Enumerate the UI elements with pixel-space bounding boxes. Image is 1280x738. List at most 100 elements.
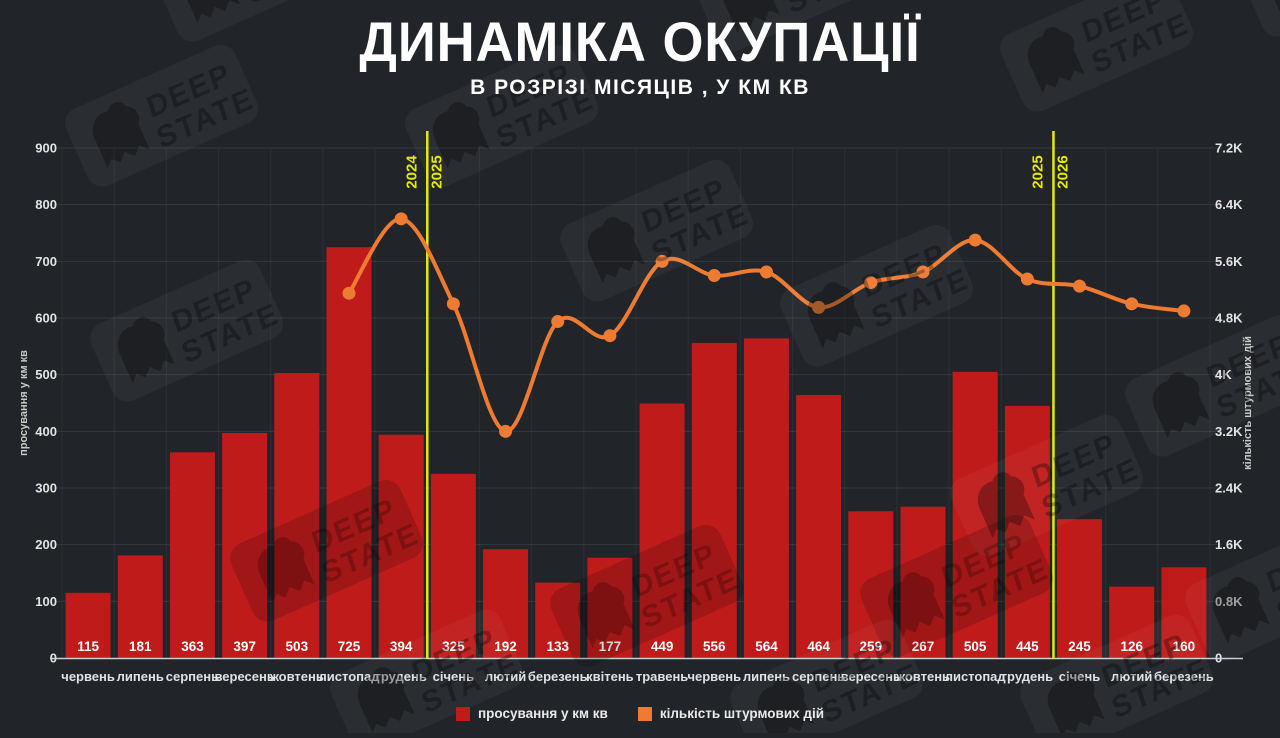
bar-value-label: 503 [286, 639, 309, 654]
bar [222, 433, 268, 658]
right-axis-tick: 5.6K [1215, 254, 1243, 269]
bar [952, 371, 998, 658]
left-axis-tick: 700 [35, 254, 57, 269]
bar-value-label: 556 [703, 639, 726, 654]
left-axis-tick: 400 [35, 424, 57, 439]
bar-value-label: 177 [599, 639, 622, 654]
line-point [394, 212, 408, 226]
month-label: січень [1059, 669, 1100, 684]
line-point [812, 300, 826, 314]
bar [326, 247, 372, 658]
line-point [655, 254, 669, 268]
month-label: вересень [841, 669, 901, 684]
year-label-left: 2024 [403, 155, 420, 189]
bar-value-label: 445 [1016, 639, 1039, 654]
legend-swatch [455, 706, 470, 721]
year-label-right: 2026 [1054, 155, 1071, 188]
month-label: червень [687, 669, 741, 684]
bar-value-label: 192 [494, 639, 517, 654]
right-axis-tick: 2.4K [1215, 481, 1243, 496]
line-point [707, 269, 721, 282]
month-label: березень [1154, 669, 1214, 684]
bar-value-label: 160 [1173, 639, 1196, 654]
line-point [342, 286, 356, 300]
bar-value-label: 725 [338, 639, 361, 654]
right-axis-tick: 3.2K [1215, 424, 1243, 439]
month-label: грудень [375, 669, 426, 684]
bar [848, 511, 894, 658]
bar [117, 555, 163, 658]
line-point [916, 265, 930, 279]
bar-value-label: 267 [912, 639, 935, 654]
left-axis-tick: 300 [35, 481, 57, 496]
month-label: серпень [166, 669, 219, 684]
month-label: червень [61, 669, 115, 684]
bar-value-label: 397 [233, 639, 256, 654]
right-axis-tick: 4K [1215, 367, 1232, 382]
month-label: жовтень [269, 669, 324, 684]
year-label-left: 2025 [1029, 155, 1046, 188]
left-axis-tick: 100 [35, 594, 57, 609]
bar-value-label: 259 [860, 639, 883, 654]
bar [535, 582, 581, 658]
line-point [864, 276, 878, 290]
right-axis-title: кількість штурмових дій [1242, 336, 1254, 470]
line-point [446, 297, 460, 311]
month-label: вересень [214, 669, 274, 684]
bar [1057, 519, 1103, 658]
bar [430, 473, 476, 658]
bar [378, 434, 424, 658]
bar [1161, 567, 1207, 658]
month-label: лютий [485, 669, 526, 684]
legend-swatch [637, 706, 652, 721]
bar-value-label: 505 [964, 639, 987, 654]
line-point [551, 315, 565, 329]
bar-value-label: 181 [129, 639, 152, 654]
right-axis-tick: 1.6K [1215, 537, 1243, 552]
line-point [1125, 297, 1139, 311]
legend-label: просування у км кв [477, 706, 608, 721]
bar [1109, 586, 1155, 658]
bar [169, 452, 215, 658]
bar-value-label: 564 [755, 639, 778, 654]
bar [900, 506, 946, 658]
bar-value-label: 363 [181, 639, 204, 654]
month-label: травень [636, 669, 688, 684]
month-label: березень [528, 669, 588, 684]
bar-value-label: 325 [442, 639, 465, 654]
month-label: серпень [792, 669, 845, 684]
month-label: грудень [1002, 669, 1053, 684]
bar [587, 557, 633, 658]
chart-legend: просування у км кв кількість штурмових ді… [0, 706, 1280, 721]
month-label: листопад [945, 669, 1007, 684]
bar-value-label: 394 [390, 639, 413, 654]
left-axis-tick: 900 [35, 141, 57, 156]
month-label: липень [117, 669, 164, 684]
bar-value-label: 115 [77, 639, 99, 654]
bar-value-label: 126 [1120, 639, 1143, 654]
left-axis-tick: 500 [35, 367, 57, 382]
line-point [759, 265, 773, 279]
bar [65, 592, 111, 658]
left-axis-tick: 600 [35, 311, 57, 326]
bar [1004, 405, 1050, 658]
bar-value-label: 449 [651, 639, 674, 654]
right-axis-tick: 0.8K [1215, 594, 1243, 609]
bar [274, 372, 320, 658]
bar [483, 549, 529, 658]
bar [796, 395, 842, 658]
line-point [499, 424, 513, 438]
bar-value-label: 133 [546, 639, 569, 654]
bar [743, 338, 789, 658]
bar [639, 403, 685, 658]
right-axis-tick: 7.2K [1215, 141, 1243, 156]
month-label: січень [433, 669, 474, 684]
month-label: жовтень [895, 669, 950, 684]
left-axis-title: просування у км кв [18, 350, 30, 456]
bar-value-label: 245 [1068, 639, 1091, 654]
left-axis-tick: 800 [35, 197, 57, 212]
left-axis-tick: 200 [35, 537, 57, 552]
line-point [1073, 279, 1087, 293]
